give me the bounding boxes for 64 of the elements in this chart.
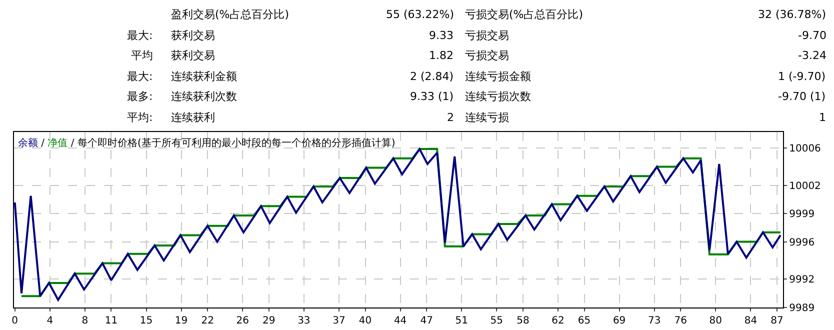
x-tick-label: 19 [174, 315, 188, 326]
text: 连续获利 [171, 111, 215, 124]
text: 9.33 (1) [410, 90, 454, 103]
text: 1.82 [429, 49, 454, 62]
annotation: / 每个即时价格(基于所有可利用的最小时段的每一个价格的分形插值计算) [70, 138, 396, 149]
text: 最多: [127, 90, 153, 103]
text: 连续亏损 [465, 111, 509, 124]
y-tick-label: 9999 [789, 209, 815, 220]
text: 亏损交易 [465, 49, 509, 62]
x-tick-label: 26 [236, 315, 249, 326]
x-tick-label: 58 [516, 315, 530, 326]
text: 1 [819, 111, 826, 124]
x-tick-label: 87 [770, 315, 784, 326]
x-tick-label: 69 [612, 315, 626, 326]
x-tick-label: 15 [140, 315, 153, 326]
text: -9.70 [798, 29, 826, 42]
text: 连续亏损金额 [465, 70, 531, 83]
text: 平均: [127, 111, 153, 124]
x-tick-label: 0 [12, 315, 18, 326]
x-tick-label: 8 [82, 315, 88, 326]
y-tick-label: 9996 [789, 237, 815, 248]
text: 55 (63.22%) [386, 8, 454, 21]
y-tick-label: 9989 [789, 302, 815, 314]
x-tick-label: 62 [552, 315, 564, 326]
text: 32 (36.78%) [758, 8, 826, 21]
x-tick-label: 22 [201, 315, 214, 326]
y-tick-label: 10002 [789, 181, 821, 192]
x-tick-label: 40 [358, 315, 372, 326]
x-tick-label: 84 [744, 315, 758, 326]
text: 获利交易 [171, 49, 215, 62]
text: 盈利交易(%占总百分比) [171, 8, 290, 21]
text: 净值 [48, 137, 68, 149]
text: 亏损交易 [465, 29, 509, 42]
text: 9.33 [429, 29, 454, 42]
text: 连续亏损次数 [465, 90, 531, 103]
x-tick-label: 55 [490, 315, 504, 326]
text: 1 (-9.70) [778, 70, 826, 83]
text: 最大: [127, 70, 153, 83]
x-tick-label: 33 [298, 315, 310, 326]
x-tick-label: 76 [674, 315, 687, 326]
x-tick-label: 44 [394, 315, 407, 326]
text: -9.70 (1) [778, 90, 826, 103]
text: 余额 [18, 137, 38, 149]
y-tick-label: 10006 [789, 144, 821, 155]
x-tick-label: 80 [709, 315, 722, 326]
annotation: / [41, 138, 45, 149]
text: 2 (2.84) [410, 70, 454, 83]
x-tick-label: 51 [455, 315, 468, 326]
text: 2 [447, 111, 454, 124]
x-tick-label: 11 [104, 315, 118, 326]
y-tick-label: 9992 [789, 274, 815, 286]
x-tick-label: 47 [420, 315, 433, 326]
x-tick-label: 29 [262, 315, 276, 326]
text: 亏损交易(%占总百分比) [465, 8, 584, 21]
text: 连续获利次数 [171, 90, 237, 103]
x-tick-label: 37 [332, 315, 346, 326]
x-tick-label: 4 [46, 315, 54, 326]
text: 最大: [127, 29, 153, 42]
x-tick-label: 65 [578, 315, 591, 326]
text: 连续获利金额 [171, 70, 237, 83]
x-tick-label: 73 [648, 315, 661, 326]
text: -3.24 [798, 49, 826, 62]
text: 获利交易 [171, 29, 215, 42]
text: 平均 [131, 49, 153, 62]
